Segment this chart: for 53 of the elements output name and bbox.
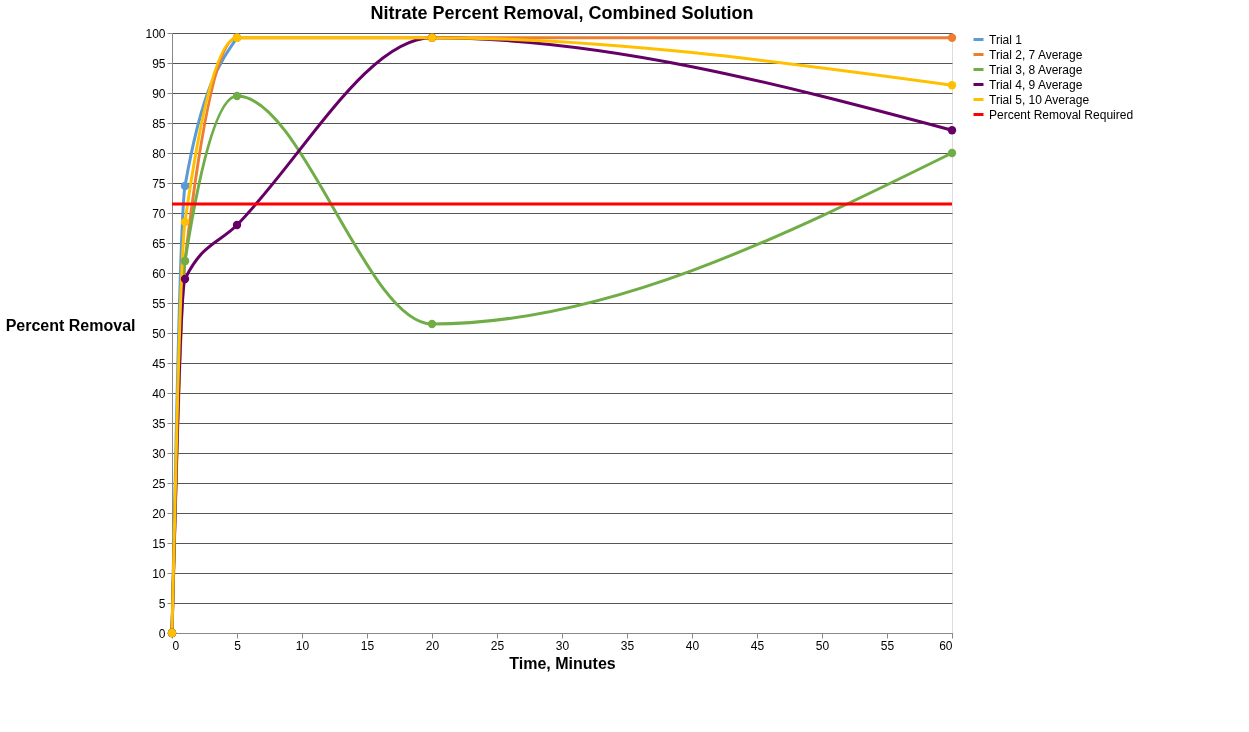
- y-tick-label: 5: [158, 596, 166, 611]
- x-tick-label: 25: [490, 638, 505, 653]
- y-tick-label: 70: [152, 206, 166, 221]
- point: [947, 81, 957, 90]
- y-tick-label: 80: [152, 146, 166, 161]
- x-tick-label: 15: [360, 638, 375, 653]
- y-tick-label: 15: [152, 536, 166, 551]
- legend-label: Percent Removal Required: [989, 107, 1134, 122]
- y-tick-label: 30: [152, 446, 166, 461]
- y-tick-label: 55: [152, 296, 166, 311]
- y-tick-label: 95: [152, 56, 166, 71]
- y-tick-label: 75: [152, 176, 166, 191]
- x-tick-label: 50: [815, 638, 830, 653]
- legend-label: Trial 2, 7 Average: [989, 47, 1083, 62]
- x-axis-title: Time, Minutes: [509, 654, 616, 672]
- point: [180, 217, 190, 227]
- point: [180, 181, 190, 191]
- x-tick-label: 30: [555, 638, 570, 653]
- point: [947, 33, 957, 42]
- x-tick-label: 5: [234, 638, 242, 653]
- y-tick-label: 100: [145, 26, 166, 41]
- y-tick-label: 20: [152, 506, 166, 521]
- y-tick-label: 45: [152, 356, 166, 371]
- point: [947, 126, 957, 135]
- chart-title: Nitrate Percent Removal, Combined Solution: [370, 3, 754, 23]
- y-tick-label: 60: [152, 266, 166, 281]
- point: [180, 274, 190, 284]
- point: [232, 91, 242, 101]
- y-tick-label: 65: [152, 236, 166, 251]
- x-tick-label: 45: [750, 638, 765, 653]
- y-tick-label: 10: [152, 566, 166, 581]
- x-tick-label: 10: [295, 638, 310, 653]
- y-tick-label: 0: [158, 626, 166, 641]
- y-tick-label: 35: [152, 416, 166, 431]
- y-tick-label: 40: [152, 386, 166, 401]
- y-tick-label: 90: [152, 86, 166, 101]
- y-axis-title: Percent Removal: [5, 316, 136, 334]
- legend-label: Trial 3, 8 Average: [989, 62, 1083, 77]
- x-tick-label: 55: [880, 638, 895, 653]
- point: [947, 148, 957, 158]
- point: [232, 220, 242, 230]
- y-tick-label: 25: [152, 476, 166, 491]
- legend-label: Trial 5, 10 Average: [989, 92, 1090, 107]
- legend-label: Trial 1: [989, 32, 1023, 47]
- legend-label: Trial 4, 9 Average: [989, 77, 1083, 92]
- y-tick-label: 85: [152, 116, 166, 131]
- x-tick-label: 35: [620, 638, 635, 653]
- x-tick-label: 60: [939, 638, 953, 653]
- y-tick-label: 50: [152, 326, 166, 341]
- point: [427, 319, 437, 329]
- x-tick-label: 0: [172, 638, 180, 653]
- x-tick-label: 40: [685, 638, 700, 653]
- x-tick-label: 20: [425, 638, 440, 653]
